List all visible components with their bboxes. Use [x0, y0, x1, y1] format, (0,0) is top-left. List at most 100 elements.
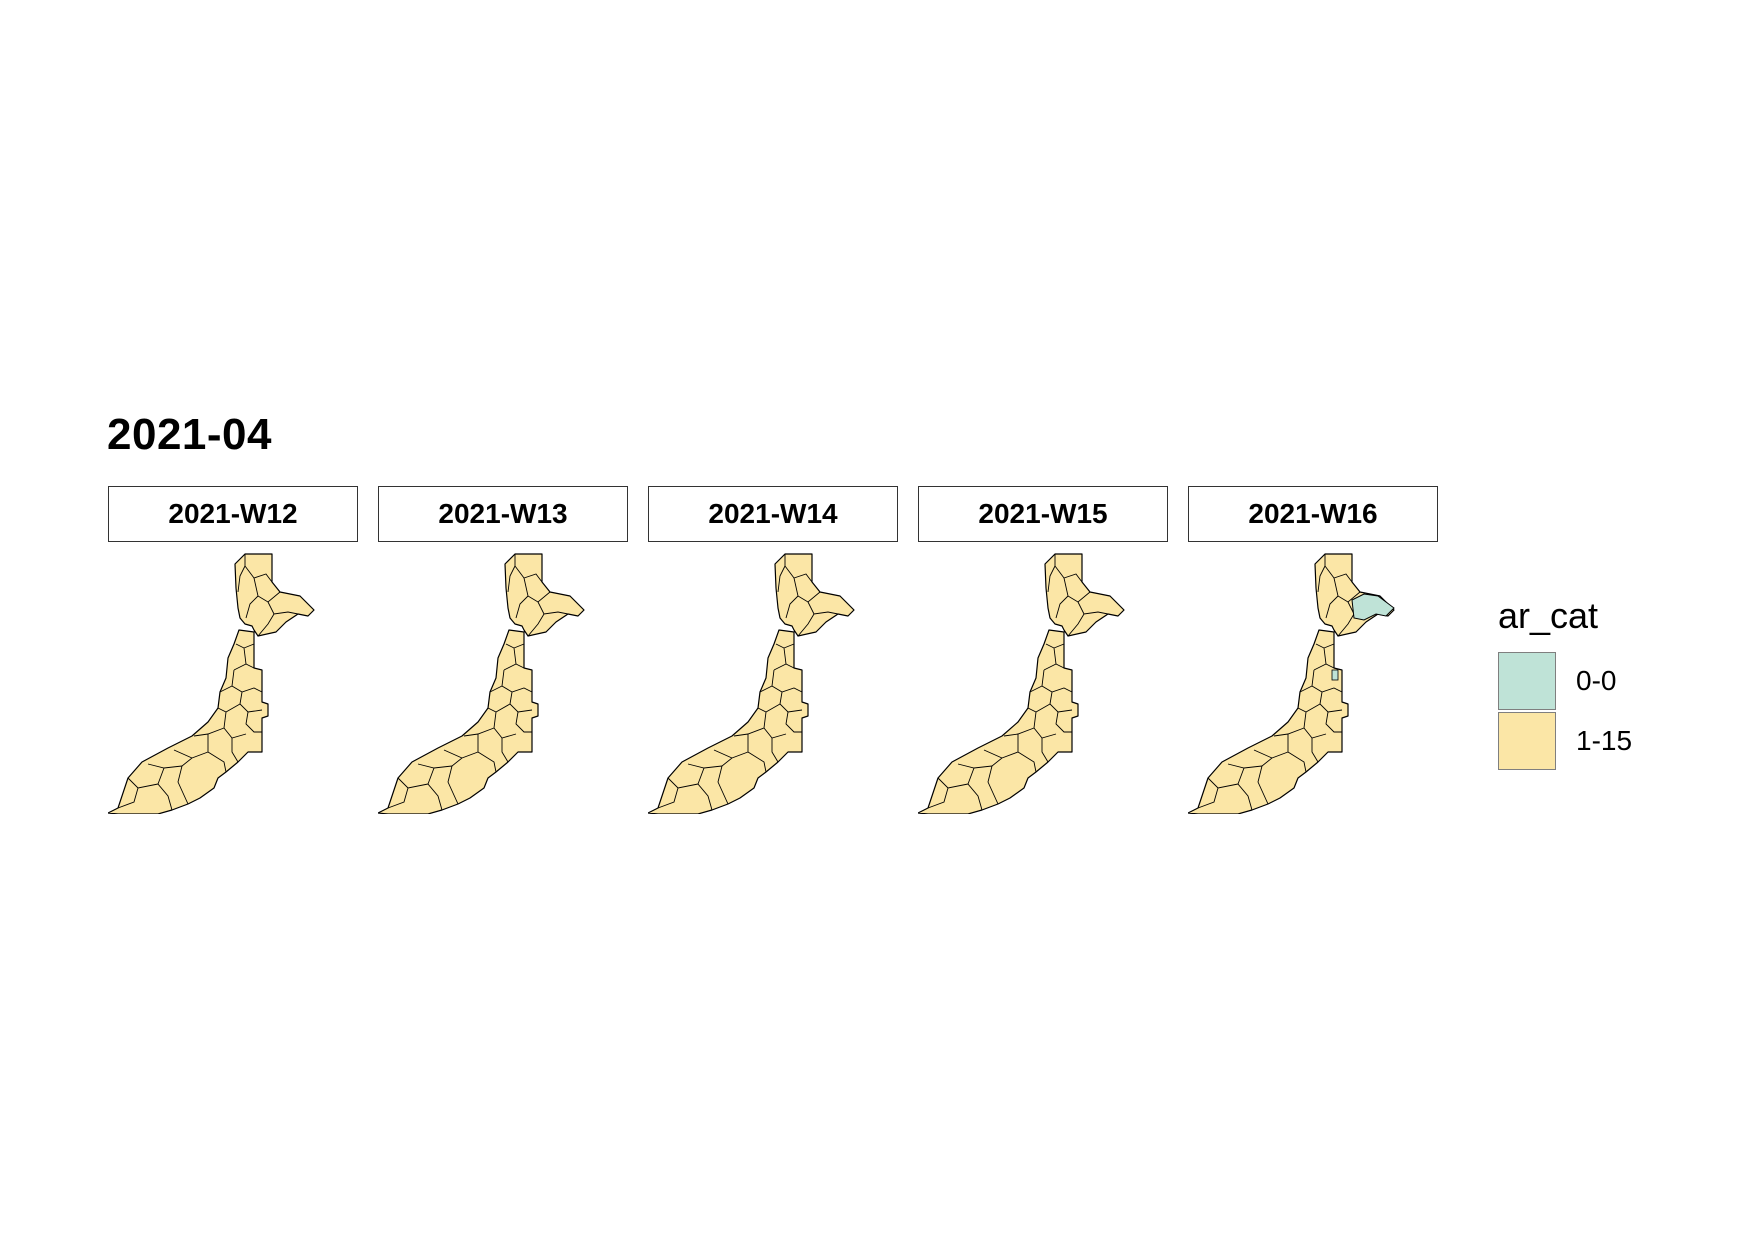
district-boundary — [1197, 787, 1219, 809]
district-boundary — [257, 613, 275, 637]
district-boundary — [1325, 595, 1339, 619]
district-boundary — [427, 767, 443, 811]
district-boundary — [807, 601, 839, 615]
district-boundary — [927, 787, 949, 809]
region-fill — [378, 553, 585, 814]
district-boundary — [1017, 734, 1037, 773]
district-boundary — [1319, 691, 1343, 713]
district-boundary — [523, 577, 551, 603]
district-boundary — [779, 691, 803, 713]
district-boundary — [1337, 613, 1355, 637]
district-boundary — [697, 767, 713, 811]
district-boundary — [1299, 685, 1313, 693]
district-boundary — [1033, 711, 1057, 739]
district-boundary — [515, 711, 532, 733]
district-boundary — [1041, 738, 1049, 763]
district-boundary — [1047, 565, 1056, 593]
district-boundary — [713, 749, 733, 759]
facet-strip-5: 2021-W16 — [1188, 486, 1438, 542]
district-boundary — [983, 749, 1003, 759]
map-panel-3 — [648, 553, 855, 814]
district-boundary — [1063, 577, 1091, 603]
district-boundary — [783, 643, 795, 649]
legend-key-0-0 — [1498, 652, 1556, 710]
region-fill — [918, 553, 1125, 814]
district-boundary — [1317, 565, 1326, 593]
facet-strip-1: 2021-W12 — [108, 486, 358, 542]
region-fill — [1188, 553, 1395, 814]
district-boundary — [1303, 711, 1327, 739]
district-boundary — [501, 738, 509, 763]
district-boundary — [763, 711, 787, 739]
district-boundary — [1287, 734, 1307, 773]
zero-category-area — [1351, 593, 1395, 621]
district-boundary — [117, 787, 139, 809]
district-boundary — [443, 749, 463, 759]
legend-item-1-15: 1-15 — [1498, 711, 1698, 771]
district-boundary — [509, 691, 533, 713]
legend-key-1-15 — [1498, 712, 1556, 770]
district-boundary — [387, 787, 409, 809]
district-boundary — [785, 595, 799, 619]
district-boundary — [785, 711, 802, 733]
district-boundary — [253, 577, 281, 603]
region-fill — [108, 553, 315, 814]
district-boundary — [793, 577, 821, 603]
district-boundary — [657, 787, 679, 809]
map-panel-1 — [108, 553, 315, 814]
district-boundary — [1311, 738, 1319, 763]
district-boundary — [747, 734, 767, 773]
district-boundary — [267, 601, 299, 615]
district-boundary — [1053, 643, 1065, 649]
facet-strip-4: 2021-W15 — [918, 486, 1168, 542]
map-panel-5 — [1188, 553, 1395, 814]
district-boundary — [489, 685, 503, 693]
district-boundary — [239, 691, 263, 713]
district-boundary — [1067, 613, 1085, 637]
district-boundary — [507, 565, 516, 593]
district-boundary — [777, 565, 786, 593]
legend: ar_cat 0-0 1-15 — [1498, 595, 1698, 795]
district-boundary — [537, 601, 569, 615]
map-panel-4 — [918, 553, 1125, 814]
district-boundary — [771, 738, 779, 763]
district-boundary — [515, 595, 529, 619]
district-boundary — [477, 734, 497, 773]
district-boundary — [1077, 601, 1109, 615]
map-panel-2 — [378, 553, 585, 814]
district-boundary — [1323, 643, 1335, 649]
district-boundary — [527, 613, 545, 637]
district-boundary — [219, 685, 233, 693]
district-boundary — [513, 643, 525, 649]
district-boundary — [207, 734, 227, 773]
district-boundary — [1253, 749, 1273, 759]
district-boundary — [1029, 685, 1043, 693]
facet-strip-3: 2021-W14 — [648, 486, 898, 542]
legend-item-0-0: 0-0 — [1498, 651, 1698, 711]
district-boundary — [243, 643, 255, 649]
district-boundary — [245, 595, 259, 619]
district-boundary — [231, 738, 239, 763]
legend-label-0-0: 0-0 — [1576, 665, 1617, 696]
district-boundary — [1325, 711, 1342, 733]
facet-strip-2: 2021-W13 — [378, 486, 628, 542]
zero-category-area-small — [1331, 669, 1339, 681]
district-boundary — [1055, 595, 1069, 619]
legend-label-1-15: 1-15 — [1576, 725, 1633, 756]
district-boundary — [1055, 711, 1072, 733]
district-boundary — [1237, 767, 1253, 811]
district-boundary — [223, 711, 247, 739]
district-boundary — [493, 711, 517, 739]
district-boundary — [1049, 691, 1073, 713]
district-boundary — [1333, 577, 1361, 603]
region-fill — [648, 553, 855, 814]
legend-title: ar_cat — [1498, 595, 1599, 636]
district-boundary — [245, 711, 262, 733]
page-title: 2021-04 — [107, 410, 272, 459]
district-boundary — [157, 767, 173, 811]
district-boundary — [797, 613, 815, 637]
district-boundary — [173, 749, 193, 759]
district-boundary — [967, 767, 983, 811]
district-boundary — [237, 565, 246, 593]
district-boundary — [759, 685, 773, 693]
